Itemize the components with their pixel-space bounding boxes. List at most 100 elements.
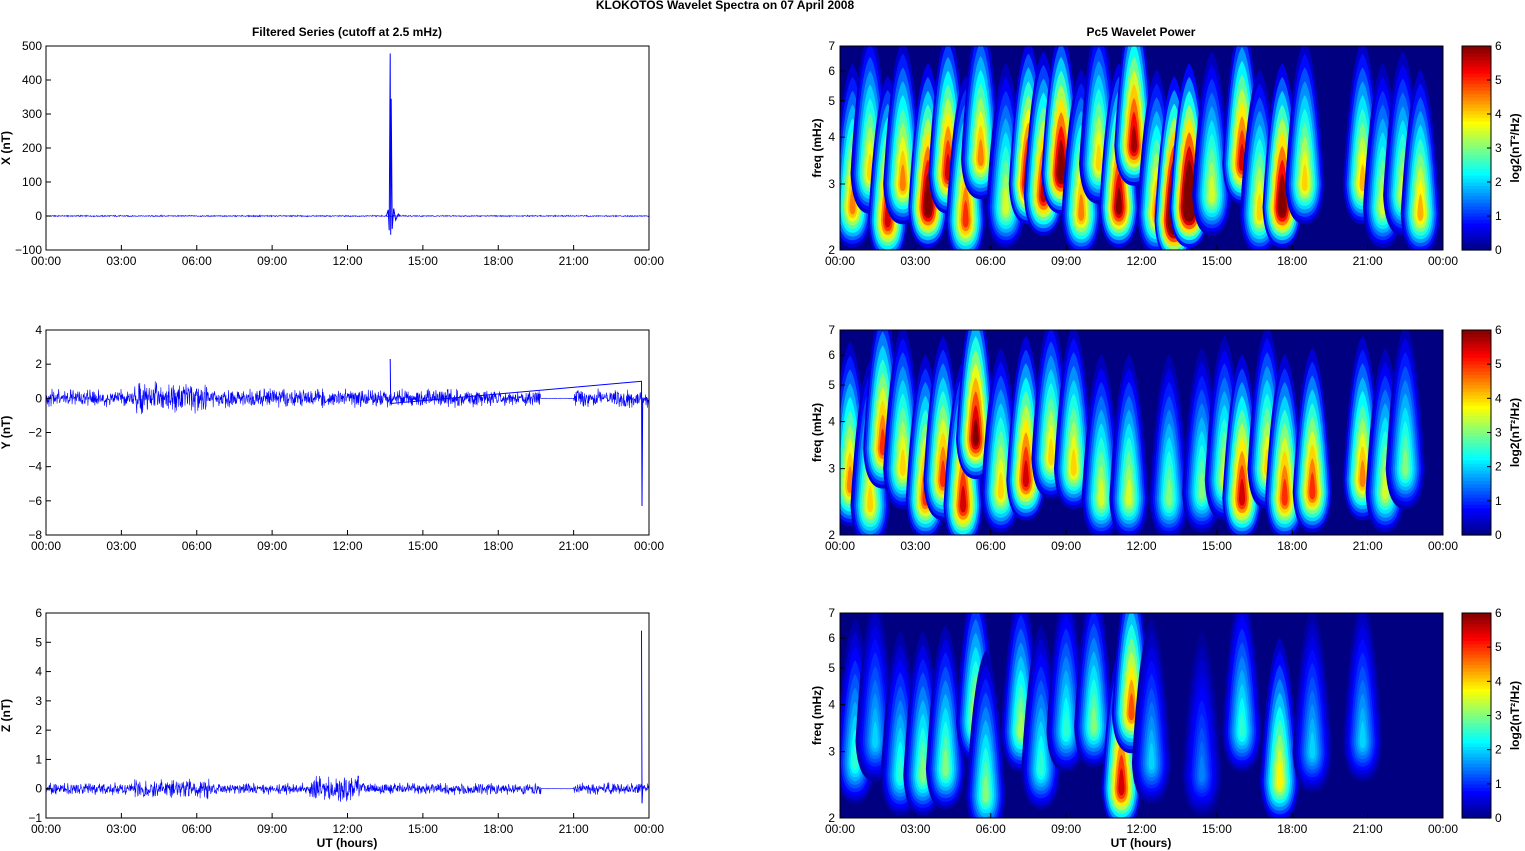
wavelet-panel-1-x-tick-label: 03:00: [900, 254, 930, 268]
series-panel-2-y-tick-label: −4: [28, 460, 42, 474]
wavelet-panel-1-colorbar-segment: [1462, 243, 1491, 248]
wavelet-panel-3-colorbar-segment: [1462, 698, 1491, 703]
wavelet-panel-2-blob-11-contour: [1048, 438, 1055, 466]
wavelet-panel-1-x-tick-label: 18:00: [1277, 254, 1307, 268]
wavelet-panel-3-blob-3-contour: [897, 755, 904, 783]
wavelet-panel-2-blob-10-contour: [1022, 459, 1029, 488]
wavelet-panel-1-colorbar-segment: [1462, 219, 1491, 224]
wavelet-panel-3-colorbar-tick-label: 5: [1495, 640, 1502, 654]
wavelet-panel-3-x-tick-label: 21:00: [1353, 822, 1383, 836]
wavelet-panel-2-colorbar-segment: [1462, 381, 1491, 386]
wavelet-panel-1-colorbar-segment: [1462, 216, 1491, 220]
left-x-axis-label: UT (hours): [317, 836, 378, 850]
wavelet-panel-1-colorbar-segment: [1462, 233, 1491, 237]
wavelet-panel-2-blob-2-contour: [867, 485, 874, 513]
wavelet-panel-3-colorbar-tick-label: 2: [1495, 743, 1502, 757]
wavelet-panel-3-colorbar-segment: [1462, 794, 1491, 799]
wavelet-panel-1-colorbar-segment: [1462, 141, 1491, 146]
wavelet-panel-3-colorbar-segment: [1462, 763, 1491, 768]
wavelet-panel-3-y-tick-label: 2: [828, 811, 835, 825]
wavelet-panel-1-colorbar-segment: [1462, 93, 1491, 98]
wavelet-panel-2-colorbar-segment: [1462, 347, 1491, 352]
wavelet-panel-2-colorbar-segment: [1462, 480, 1491, 485]
wavelet-panel-1-colorbar-segment: [1462, 134, 1491, 139]
wavelet-panel-2-x-tick-label: 03:00: [900, 539, 930, 553]
wavelet-panel-3-colorbar-segment: [1462, 756, 1491, 761]
wavelet-panel-1-colorbar-tick-label: 5: [1495, 73, 1502, 87]
wavelet-panel-3-blob-14-contour: [1148, 742, 1155, 771]
wavelet-panel-1-blob-24-contour: [1301, 164, 1308, 192]
wavelet-panel-1-colorbar-tick-label: 2: [1495, 175, 1502, 189]
wavelet-panel-3-x-tick-label: 00:00: [1428, 822, 1458, 836]
wavelet-panel-1-colorbar-segment: [1462, 154, 1491, 159]
wavelet-panel-3-blob-19-contour: [1359, 721, 1366, 749]
wavelet-panel-2-y-tick-label: 7: [828, 323, 835, 337]
wavelet-panel-3-blob-17-contour: [1276, 761, 1283, 789]
wavelet-panel-3-colorbar-segment: [1462, 684, 1491, 689]
wavelet-panel-3-colorbar-segment: [1462, 633, 1491, 638]
wavelet-panel-2-blob-16-contour: [1198, 472, 1205, 500]
wavelet-panel-2-colorbar-segment: [1462, 429, 1491, 434]
wavelet-panel-3-colorbar-segment: [1462, 695, 1491, 700]
wavelet-panel-1-blob-22-contour: [1256, 193, 1263, 221]
series-panel-2-plot-area: [46, 330, 649, 535]
wavelet-panel-2-colorbar-segment: [1462, 476, 1491, 481]
wavelet-panel-2-colorbar-segment: [1462, 524, 1491, 529]
wavelet-panel-1-colorbar-segment: [1462, 114, 1491, 118]
wavelet-panel-3-colorbar-segment: [1462, 619, 1491, 624]
wavelet-panel-3-colorbar-segment: [1462, 630, 1491, 635]
wavelet-panel-3-colorbar-segment: [1462, 739, 1491, 744]
series-panel-2-y-axis-label: Y (nT): [0, 416, 13, 450]
wavelet-panel-3-colorbar-segment: [1462, 722, 1491, 727]
wavelet-panel-3-colorbar-segment: [1462, 742, 1491, 747]
series-panel-1-x-tick-label: 21:00: [559, 254, 589, 268]
wavelet-panel-2-colorbar-segment: [1462, 528, 1491, 533]
wavelet-panel-3-colorbar-segment: [1462, 807, 1491, 812]
wavelet-panel-1-blob-20-contour: [1208, 175, 1215, 203]
wavelet-panel-2-blob-3-contour: [879, 428, 886, 456]
series-panel-2-spike-trace: [389, 358, 644, 507]
series-panel-2-x-tick-label: 18:00: [483, 539, 513, 553]
wavelet-panel-1-y-tick-label: 7: [828, 39, 835, 53]
wavelet-panel-1-colorbar-segment: [1462, 226, 1491, 231]
series-panel-1-noise-trace: [45, 214, 650, 218]
wavelet-panel-2-colorbar-segment: [1462, 511, 1491, 516]
wavelet-panel-1-blob-9-contour: [1002, 187, 1009, 215]
right-column-title: Pc5 Wavelet Power: [1087, 25, 1196, 39]
wavelet-panel-2-blob-24-contour: [1402, 448, 1409, 476]
series-panel-3-y-tick-label: 0: [35, 782, 42, 796]
series-panel-3-y-tick-label: 5: [35, 635, 42, 649]
series-panel-2-y-tick-label: 4: [35, 323, 42, 337]
wavelet-panel-2-colorbar-segment: [1462, 473, 1491, 478]
series-panel-3-plot-area: [46, 613, 649, 818]
wavelet-panel-3-blob-15-contour: [1198, 755, 1205, 783]
wavelet-panel-2-colorbar-segment: [1462, 418, 1491, 423]
wavelet-panel-2-blob-8-contour: [972, 418, 979, 446]
wavelet-panel-1-colorbar-segment: [1462, 222, 1491, 227]
wavelet-panel-1-blob-4-contour: [899, 164, 906, 192]
wavelet-panel-3-x-tick-label: 15:00: [1202, 822, 1232, 836]
series-panel-1-x-tick-label: 12:00: [332, 254, 362, 268]
wavelet-panel-1-y-tick-label: 6: [828, 64, 835, 78]
wavelet-panel-3-colorbar-segment: [1462, 736, 1491, 741]
wavelet-panel-3-y-tick-label: 6: [828, 631, 835, 645]
wavelet-panel-1-colorbar-segment: [1462, 182, 1491, 186]
wavelet-panel-3-colorbar-segment: [1462, 643, 1491, 648]
wavelet-panel-3-blob-13-contour: [1128, 693, 1135, 721]
wavelet-panel-1-blob-13-contour: [1078, 193, 1085, 221]
series-panel-3-x-tick-label: 12:00: [332, 822, 362, 836]
wavelet-panel-2-colorbar-segment: [1462, 494, 1491, 499]
series-panel-3-y-axis-label: Z (nT): [0, 699, 13, 732]
wavelet-panel-3-colorbar-segment: [1462, 708, 1491, 713]
wavelet-panel-1-colorbar-label: log2(nT²/Hz): [1508, 113, 1522, 182]
series-panel-3-y-tick-label: 3: [35, 694, 42, 708]
wavelet-panel-2-colorbar-segment: [1462, 415, 1491, 420]
wavelet-panel-2-colorbar-segment: [1462, 405, 1491, 410]
wavelet-panel-1-colorbar-segment: [1462, 86, 1491, 91]
wavelet-panel-1-y-tick-label: 5: [828, 94, 835, 108]
wavelet-panel-2-colorbar-segment: [1462, 340, 1491, 345]
wavelet-panel-1-x-tick-label: 09:00: [1051, 254, 1081, 268]
wavelet-panel-2-blob-12-contour: [1070, 448, 1077, 476]
wavelet-panel-1-colorbar-tick-label: 3: [1495, 141, 1502, 155]
wavelet-panel-3-colorbar-segment: [1462, 674, 1491, 679]
